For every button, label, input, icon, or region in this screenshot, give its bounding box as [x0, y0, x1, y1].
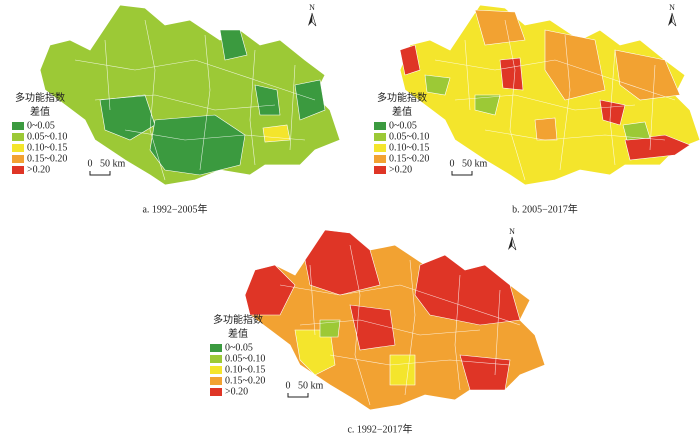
- legend-swatch: [374, 122, 386, 130]
- north-arrow: [668, 13, 672, 26]
- north-label: N: [669, 3, 675, 12]
- legend-label: 0~0.05: [225, 342, 253, 353]
- map-c: [244, 229, 546, 411]
- map-b: [399, 4, 700, 186]
- legend-label: >0.20: [389, 164, 412, 175]
- legend-label: 0.10~0.15: [225, 364, 265, 375]
- legend-swatch: [374, 155, 386, 163]
- legend-swatch: [210, 344, 222, 352]
- legend-swatch: [210, 366, 222, 374]
- legend-label: 0.10~0.15: [389, 142, 429, 153]
- legend-label: 0.05~0.10: [27, 131, 67, 142]
- legend-swatch: [210, 377, 222, 385]
- north-arrow: [308, 13, 312, 26]
- scale-zero: 0: [450, 158, 455, 169]
- legend-swatch: [12, 144, 24, 152]
- legend-title: 差值: [392, 105, 412, 118]
- north-arrow: [311, 12, 317, 27]
- scale-length: 50 km: [100, 158, 126, 169]
- scale-zero: 0: [286, 380, 291, 391]
- map-a: [39, 4, 341, 186]
- north-label: N: [509, 227, 515, 236]
- caption: a. 1992−2005年: [142, 202, 207, 215]
- legend-swatch: [210, 388, 222, 396]
- north-arrow: [671, 12, 677, 27]
- legend-swatch: [12, 133, 24, 141]
- scale-length: 50 km: [298, 380, 324, 391]
- legend-label: 0.15~0.20: [389, 153, 429, 164]
- legend-label: >0.20: [225, 386, 248, 397]
- north-arrow: [511, 236, 517, 251]
- legend-label: 0.15~0.20: [27, 153, 67, 164]
- legend-swatch: [374, 166, 386, 174]
- legend-title: 多功能指数: [377, 91, 427, 104]
- caption: b. 2005−2017年: [512, 202, 578, 215]
- scale-bar: [451, 171, 473, 176]
- caption: c. 1992−2017年: [347, 422, 412, 435]
- legend-swatch: [12, 122, 24, 130]
- legend-label: 0.05~0.10: [225, 353, 265, 364]
- north-label: N: [309, 3, 315, 12]
- legend-title: 多功能指数: [213, 313, 263, 326]
- legend-title: 多功能指数: [15, 91, 65, 104]
- legend-label: 0~0.05: [389, 120, 417, 131]
- legend-swatch: [12, 155, 24, 163]
- scale-bar: [89, 171, 111, 176]
- north-arrow: [508, 237, 512, 250]
- legend-label: >0.20: [27, 164, 50, 175]
- legend-label: 0.15~0.20: [225, 375, 265, 386]
- legend-swatch: [374, 133, 386, 141]
- legend-swatch: [374, 144, 386, 152]
- scale-bar: [287, 393, 309, 398]
- legend-swatch: [12, 166, 24, 174]
- legend-swatch: [210, 355, 222, 363]
- legend-label: 0~0.05: [27, 120, 55, 131]
- legend-title: 差值: [30, 105, 50, 118]
- scale-length: 50 km: [462, 158, 488, 169]
- legend-title: 差值: [228, 327, 248, 340]
- legend-label: 0.05~0.10: [389, 131, 429, 142]
- scale-zero: 0: [88, 158, 93, 169]
- legend-label: 0.10~0.15: [27, 142, 67, 153]
